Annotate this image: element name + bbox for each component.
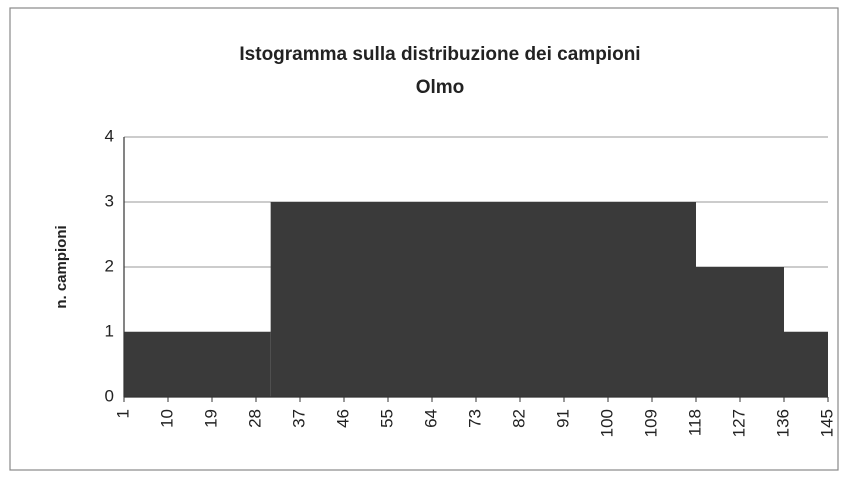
x-tick-label: 1 bbox=[113, 409, 132, 418]
y-tick-label: 2 bbox=[105, 256, 114, 275]
x-tick-label: 118 bbox=[685, 409, 704, 436]
bar bbox=[124, 332, 271, 397]
x-tick-label: 145 bbox=[817, 409, 836, 437]
x-tick-label: 73 bbox=[465, 409, 484, 428]
x-tick-label: 100 bbox=[597, 409, 616, 437]
y-tick-label: 4 bbox=[105, 126, 114, 145]
x-tick-label: 82 bbox=[509, 409, 528, 428]
chart-subtitle: Olmo bbox=[416, 77, 465, 98]
x-tick-label: 136 bbox=[773, 409, 792, 437]
y-tick-label: 3 bbox=[105, 191, 114, 210]
x-tick-label: 64 bbox=[421, 409, 440, 428]
bar bbox=[696, 267, 784, 397]
x-tick-label: 28 bbox=[245, 409, 264, 428]
x-tick-label: 19 bbox=[201, 409, 220, 428]
x-tick-label: 127 bbox=[729, 409, 748, 437]
chart-frame bbox=[9, 7, 839, 471]
x-tick-label: 109 bbox=[641, 409, 660, 437]
y-axis-label: n. campioni bbox=[53, 225, 70, 308]
x-tick-label: 37 bbox=[289, 409, 308, 428]
x-tick-label: 10 bbox=[157, 409, 176, 428]
x-tick-label: 91 bbox=[553, 409, 572, 428]
y-tick-label: 1 bbox=[105, 321, 114, 340]
bar bbox=[270, 202, 696, 397]
x-tick-label: 55 bbox=[377, 409, 396, 428]
y-tick-label: 0 bbox=[105, 386, 114, 405]
x-tick-label: 46 bbox=[333, 409, 352, 428]
chart-title: Istogramma sulla distribuzione dei campi… bbox=[239, 44, 640, 65]
bar bbox=[784, 332, 828, 397]
